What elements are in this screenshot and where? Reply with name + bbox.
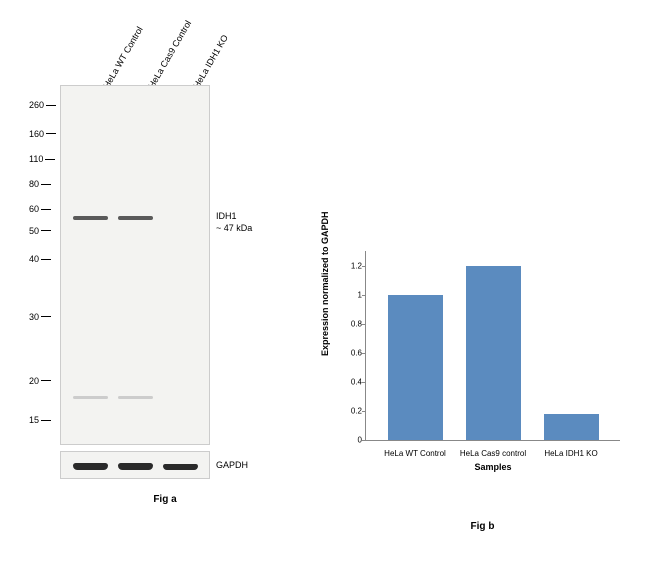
main-blot-image: 26016011080605040302015 IDH1 ~ 47 kDa bbox=[60, 85, 210, 445]
x-tick-label: HeLa IDH1 KO bbox=[536, 449, 606, 458]
y-tick-mark bbox=[362, 266, 366, 267]
target-mw-label: ~ 47 kDa bbox=[216, 223, 252, 233]
blot-area: HeLa WT Control HeLa Cas9 Control HeLa I… bbox=[60, 85, 270, 505]
mw-marker: 260 bbox=[29, 100, 58, 110]
bars-group bbox=[366, 251, 620, 440]
bar-chart: Expression normalized to GAPDH HeLa WT C… bbox=[335, 241, 630, 481]
y-tick-label: 1 bbox=[344, 290, 362, 299]
y-tick-mark bbox=[362, 382, 366, 383]
x-tick-label: HeLa WT Control bbox=[380, 449, 450, 458]
target-label: IDH1 bbox=[216, 211, 237, 221]
faint-band-lane2 bbox=[118, 396, 153, 399]
chart-plot-area: HeLa WT ControlHeLa Cas9 controlHeLa IDH… bbox=[365, 251, 620, 441]
gapdh-band-lane3 bbox=[163, 464, 198, 470]
y-tick-mark bbox=[362, 324, 366, 325]
mw-marker: 40 bbox=[29, 254, 53, 264]
y-tick-label: 1.2 bbox=[344, 261, 362, 270]
chart-y-axis-label: Expression normalized to GAPDH bbox=[320, 211, 330, 356]
idh1-band-lane1 bbox=[73, 216, 108, 220]
bar-chart-panel: Expression normalized to GAPDH HeLa WT C… bbox=[325, 0, 650, 562]
bar bbox=[388, 295, 443, 440]
idh1-band-lane2 bbox=[118, 216, 153, 220]
mw-marker: 60 bbox=[29, 204, 53, 214]
y-tick-mark bbox=[362, 353, 366, 354]
western-blot-panel: HeLa WT Control HeLa Cas9 Control HeLa I… bbox=[0, 0, 325, 562]
y-tick-mark bbox=[362, 440, 366, 441]
y-tick-label: 0.6 bbox=[344, 348, 362, 357]
figure-a-caption: Fig a bbox=[90, 494, 240, 505]
loading-control-blot: GAPDH bbox=[60, 451, 210, 479]
chart-x-axis-label: Samples bbox=[366, 462, 620, 472]
loading-control-label: GAPDH bbox=[216, 460, 248, 470]
y-tick-mark bbox=[362, 295, 366, 296]
figure-b-caption: Fig b bbox=[335, 521, 630, 532]
y-tick-label: 0.8 bbox=[344, 319, 362, 328]
y-tick-label: 0 bbox=[344, 436, 362, 445]
gapdh-band-lane2 bbox=[118, 463, 153, 470]
bar bbox=[466, 266, 521, 440]
y-tick-label: 0.2 bbox=[344, 406, 362, 415]
figure-container: HeLa WT Control HeLa Cas9 Control HeLa I… bbox=[0, 0, 650, 562]
mw-marker: 50 bbox=[29, 226, 53, 236]
y-tick-label: 0.4 bbox=[344, 377, 362, 386]
mw-marker: 20 bbox=[29, 376, 53, 386]
gapdh-band-lane1 bbox=[73, 463, 108, 470]
mw-marker: 160 bbox=[29, 129, 58, 139]
mw-marker: 15 bbox=[29, 415, 53, 425]
mw-marker: 30 bbox=[29, 312, 53, 322]
faint-band-lane1 bbox=[73, 396, 108, 399]
y-tick-mark bbox=[362, 411, 366, 412]
x-tick-label: HeLa Cas9 control bbox=[458, 449, 528, 458]
mw-marker: 80 bbox=[29, 179, 53, 189]
mw-marker: 110 bbox=[29, 154, 57, 164]
x-axis-labels: HeLa WT Control HeLa Cas9 control HeLa IDH… bbox=[366, 449, 620, 458]
bar bbox=[544, 414, 599, 440]
